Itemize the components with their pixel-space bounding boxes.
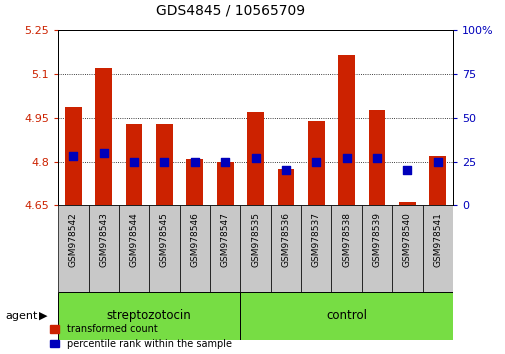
Text: GDS4845 / 10565709: GDS4845 / 10565709: [156, 4, 304, 18]
Bar: [186, 159, 203, 205]
Bar: [65, 108, 82, 205]
Text: GSM978546: GSM978546: [190, 212, 199, 267]
Text: GSM978544: GSM978544: [129, 212, 138, 267]
Text: ▶: ▶: [39, 311, 47, 321]
Bar: [270, 205, 300, 292]
Point: [221, 159, 229, 164]
Point: [69, 153, 77, 159]
Bar: [58, 292, 240, 340]
Point: [402, 167, 411, 173]
Bar: [361, 205, 391, 292]
Bar: [95, 68, 112, 205]
Bar: [300, 205, 331, 292]
Text: GSM978539: GSM978539: [372, 212, 381, 267]
Bar: [217, 161, 233, 205]
Legend: transformed count, percentile rank within the sample: transformed count, percentile rank withi…: [50, 324, 231, 349]
Bar: [429, 156, 445, 205]
Point: [433, 159, 441, 164]
Point: [160, 159, 168, 164]
Bar: [277, 169, 294, 205]
Bar: [58, 205, 88, 292]
Bar: [398, 202, 415, 205]
Text: GSM978537: GSM978537: [311, 212, 320, 267]
Bar: [331, 205, 361, 292]
Bar: [156, 124, 173, 205]
Text: control: control: [325, 309, 367, 322]
Bar: [247, 112, 264, 205]
Bar: [240, 292, 452, 340]
Point: [342, 155, 350, 161]
Text: GSM978536: GSM978536: [281, 212, 290, 267]
Text: GSM978535: GSM978535: [250, 212, 260, 267]
Point: [190, 159, 198, 164]
Point: [372, 155, 380, 161]
Point: [251, 155, 259, 161]
Text: GSM978547: GSM978547: [220, 212, 229, 267]
Bar: [126, 124, 142, 205]
Bar: [307, 121, 324, 205]
Text: GSM978540: GSM978540: [402, 212, 411, 267]
Bar: [422, 205, 452, 292]
Text: GSM978538: GSM978538: [341, 212, 350, 267]
Bar: [119, 205, 149, 292]
Bar: [210, 205, 240, 292]
Bar: [88, 205, 119, 292]
Bar: [240, 205, 270, 292]
Text: GSM978545: GSM978545: [160, 212, 169, 267]
Text: GSM978542: GSM978542: [69, 212, 78, 267]
Text: streptozotocin: streptozotocin: [107, 309, 191, 322]
Point: [130, 159, 138, 164]
Point: [281, 167, 289, 173]
Text: GSM978541: GSM978541: [432, 212, 441, 267]
Point: [99, 150, 108, 156]
Bar: [337, 55, 355, 205]
Bar: [179, 205, 210, 292]
Text: GSM978543: GSM978543: [99, 212, 108, 267]
Bar: [391, 205, 422, 292]
Bar: [149, 205, 179, 292]
Text: agent: agent: [5, 311, 37, 321]
Point: [312, 159, 320, 164]
Bar: [368, 110, 385, 205]
